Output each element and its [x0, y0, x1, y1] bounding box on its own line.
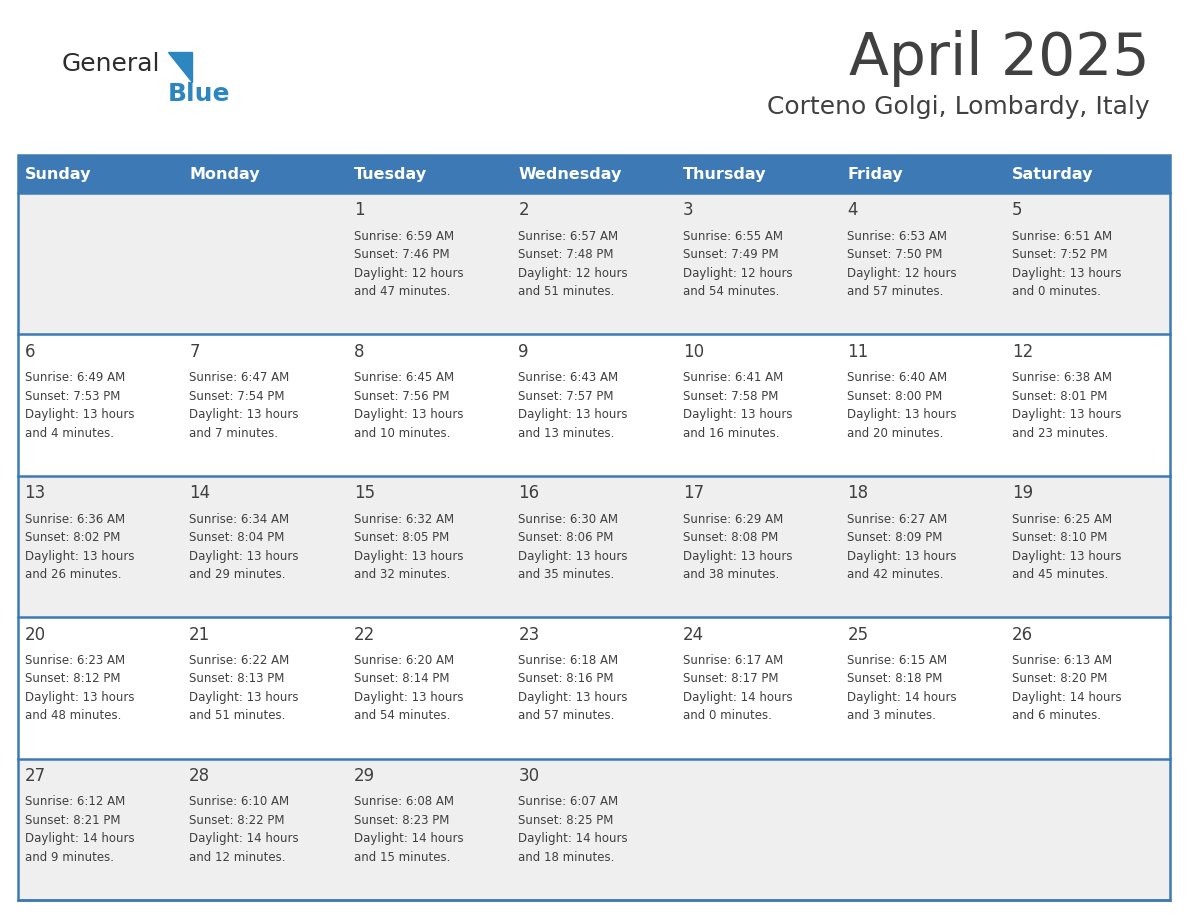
Text: 6: 6 — [25, 343, 36, 361]
Text: 28: 28 — [189, 767, 210, 785]
Text: 22: 22 — [354, 626, 375, 644]
Text: 30: 30 — [518, 767, 539, 785]
Text: 14: 14 — [189, 485, 210, 502]
Text: 25: 25 — [847, 626, 868, 644]
Text: 13: 13 — [25, 485, 46, 502]
Bar — [18, 476, 1170, 617]
Text: Sunrise: 6:15 AM
Sunset: 8:18 PM
Daylight: 14 hours
and 3 minutes.: Sunrise: 6:15 AM Sunset: 8:18 PM Dayligh… — [847, 654, 958, 722]
Text: Sunrise: 6:20 AM
Sunset: 8:14 PM
Daylight: 13 hours
and 54 minutes.: Sunrise: 6:20 AM Sunset: 8:14 PM Dayligh… — [354, 654, 463, 722]
Text: 20: 20 — [25, 626, 45, 644]
Text: 3: 3 — [683, 201, 694, 219]
Bar — [18, 155, 1170, 900]
Text: 26: 26 — [1012, 626, 1034, 644]
Text: Friday: Friday — [847, 166, 903, 182]
Text: 27: 27 — [25, 767, 45, 785]
Text: 7: 7 — [189, 343, 200, 361]
Text: 5: 5 — [1012, 201, 1023, 219]
Text: Sunrise: 6:17 AM
Sunset: 8:17 PM
Daylight: 14 hours
and 0 minutes.: Sunrise: 6:17 AM Sunset: 8:17 PM Dayligh… — [683, 654, 792, 722]
Text: 1: 1 — [354, 201, 365, 219]
Text: Sunday: Sunday — [25, 166, 91, 182]
Bar — [18, 155, 1170, 193]
Text: 2: 2 — [518, 201, 529, 219]
Text: April 2025: April 2025 — [849, 30, 1150, 87]
Text: Sunrise: 6:57 AM
Sunset: 7:48 PM
Daylight: 12 hours
and 51 minutes.: Sunrise: 6:57 AM Sunset: 7:48 PM Dayligh… — [518, 230, 628, 298]
Text: Sunrise: 6:27 AM
Sunset: 8:09 PM
Daylight: 13 hours
and 42 minutes.: Sunrise: 6:27 AM Sunset: 8:09 PM Dayligh… — [847, 512, 958, 581]
Text: Sunrise: 6:25 AM
Sunset: 8:10 PM
Daylight: 13 hours
and 45 minutes.: Sunrise: 6:25 AM Sunset: 8:10 PM Dayligh… — [1012, 512, 1121, 581]
Text: 24: 24 — [683, 626, 704, 644]
Text: 11: 11 — [847, 343, 868, 361]
Text: 21: 21 — [189, 626, 210, 644]
Text: 4: 4 — [847, 201, 858, 219]
Text: 23: 23 — [518, 626, 539, 644]
Text: 12: 12 — [1012, 343, 1034, 361]
Text: 10: 10 — [683, 343, 704, 361]
Text: Sunrise: 6:36 AM
Sunset: 8:02 PM
Daylight: 13 hours
and 26 minutes.: Sunrise: 6:36 AM Sunset: 8:02 PM Dayligh… — [25, 512, 134, 581]
Bar — [18, 334, 1170, 476]
Text: Sunrise: 6:34 AM
Sunset: 8:04 PM
Daylight: 13 hours
and 29 minutes.: Sunrise: 6:34 AM Sunset: 8:04 PM Dayligh… — [189, 512, 298, 581]
Text: Sunrise: 6:38 AM
Sunset: 8:01 PM
Daylight: 13 hours
and 23 minutes.: Sunrise: 6:38 AM Sunset: 8:01 PM Dayligh… — [1012, 371, 1121, 440]
Text: Tuesday: Tuesday — [354, 166, 426, 182]
Text: General: General — [62, 52, 160, 76]
Text: 8: 8 — [354, 343, 365, 361]
Text: Sunrise: 6:22 AM
Sunset: 8:13 PM
Daylight: 13 hours
and 51 minutes.: Sunrise: 6:22 AM Sunset: 8:13 PM Dayligh… — [189, 654, 298, 722]
Text: Sunrise: 6:45 AM
Sunset: 7:56 PM
Daylight: 13 hours
and 10 minutes.: Sunrise: 6:45 AM Sunset: 7:56 PM Dayligh… — [354, 371, 463, 440]
Text: Sunrise: 6:18 AM
Sunset: 8:16 PM
Daylight: 13 hours
and 57 minutes.: Sunrise: 6:18 AM Sunset: 8:16 PM Dayligh… — [518, 654, 627, 722]
Text: Sunrise: 6:43 AM
Sunset: 7:57 PM
Daylight: 13 hours
and 13 minutes.: Sunrise: 6:43 AM Sunset: 7:57 PM Dayligh… — [518, 371, 627, 440]
Text: Sunrise: 6:49 AM
Sunset: 7:53 PM
Daylight: 13 hours
and 4 minutes.: Sunrise: 6:49 AM Sunset: 7:53 PM Dayligh… — [25, 371, 134, 440]
Text: 18: 18 — [847, 485, 868, 502]
Text: 19: 19 — [1012, 485, 1034, 502]
Bar — [18, 617, 1170, 758]
Text: Sunrise: 6:23 AM
Sunset: 8:12 PM
Daylight: 13 hours
and 48 minutes.: Sunrise: 6:23 AM Sunset: 8:12 PM Dayligh… — [25, 654, 134, 722]
Bar — [18, 758, 1170, 900]
Text: Sunrise: 6:53 AM
Sunset: 7:50 PM
Daylight: 12 hours
and 57 minutes.: Sunrise: 6:53 AM Sunset: 7:50 PM Dayligh… — [847, 230, 958, 298]
Text: 15: 15 — [354, 485, 375, 502]
Text: Saturday: Saturday — [1012, 166, 1093, 182]
Text: Sunrise: 6:47 AM
Sunset: 7:54 PM
Daylight: 13 hours
and 7 minutes.: Sunrise: 6:47 AM Sunset: 7:54 PM Dayligh… — [189, 371, 298, 440]
Text: Sunrise: 6:41 AM
Sunset: 7:58 PM
Daylight: 13 hours
and 16 minutes.: Sunrise: 6:41 AM Sunset: 7:58 PM Dayligh… — [683, 371, 792, 440]
Text: Sunrise: 6:12 AM
Sunset: 8:21 PM
Daylight: 14 hours
and 9 minutes.: Sunrise: 6:12 AM Sunset: 8:21 PM Dayligh… — [25, 795, 134, 864]
Text: 9: 9 — [518, 343, 529, 361]
Text: Wednesday: Wednesday — [518, 166, 621, 182]
Text: Sunrise: 6:40 AM
Sunset: 8:00 PM
Daylight: 13 hours
and 20 minutes.: Sunrise: 6:40 AM Sunset: 8:00 PM Dayligh… — [847, 371, 958, 440]
Text: Sunrise: 6:55 AM
Sunset: 7:49 PM
Daylight: 12 hours
and 54 minutes.: Sunrise: 6:55 AM Sunset: 7:49 PM Dayligh… — [683, 230, 792, 298]
Text: Blue: Blue — [168, 82, 230, 106]
Text: Sunrise: 6:07 AM
Sunset: 8:25 PM
Daylight: 14 hours
and 18 minutes.: Sunrise: 6:07 AM Sunset: 8:25 PM Dayligh… — [518, 795, 628, 864]
Text: 29: 29 — [354, 767, 375, 785]
Text: Corteno Golgi, Lombardy, Italy: Corteno Golgi, Lombardy, Italy — [767, 95, 1150, 119]
Text: 17: 17 — [683, 485, 704, 502]
Text: Sunrise: 6:08 AM
Sunset: 8:23 PM
Daylight: 14 hours
and 15 minutes.: Sunrise: 6:08 AM Sunset: 8:23 PM Dayligh… — [354, 795, 463, 864]
Text: Sunrise: 6:32 AM
Sunset: 8:05 PM
Daylight: 13 hours
and 32 minutes.: Sunrise: 6:32 AM Sunset: 8:05 PM Dayligh… — [354, 512, 463, 581]
Text: Sunrise: 6:30 AM
Sunset: 8:06 PM
Daylight: 13 hours
and 35 minutes.: Sunrise: 6:30 AM Sunset: 8:06 PM Dayligh… — [518, 512, 627, 581]
Text: Sunrise: 6:51 AM
Sunset: 7:52 PM
Daylight: 13 hours
and 0 minutes.: Sunrise: 6:51 AM Sunset: 7:52 PM Dayligh… — [1012, 230, 1121, 298]
Text: Sunrise: 6:29 AM
Sunset: 8:08 PM
Daylight: 13 hours
and 38 minutes.: Sunrise: 6:29 AM Sunset: 8:08 PM Dayligh… — [683, 512, 792, 581]
Bar — [18, 193, 1170, 334]
Text: 16: 16 — [518, 485, 539, 502]
Text: Sunrise: 6:10 AM
Sunset: 8:22 PM
Daylight: 14 hours
and 12 minutes.: Sunrise: 6:10 AM Sunset: 8:22 PM Dayligh… — [189, 795, 298, 864]
Text: Sunrise: 6:13 AM
Sunset: 8:20 PM
Daylight: 14 hours
and 6 minutes.: Sunrise: 6:13 AM Sunset: 8:20 PM Dayligh… — [1012, 654, 1121, 722]
Polygon shape — [168, 52, 192, 82]
Text: Sunrise: 6:59 AM
Sunset: 7:46 PM
Daylight: 12 hours
and 47 minutes.: Sunrise: 6:59 AM Sunset: 7:46 PM Dayligh… — [354, 230, 463, 298]
Text: Monday: Monday — [189, 166, 260, 182]
Text: Thursday: Thursday — [683, 166, 766, 182]
